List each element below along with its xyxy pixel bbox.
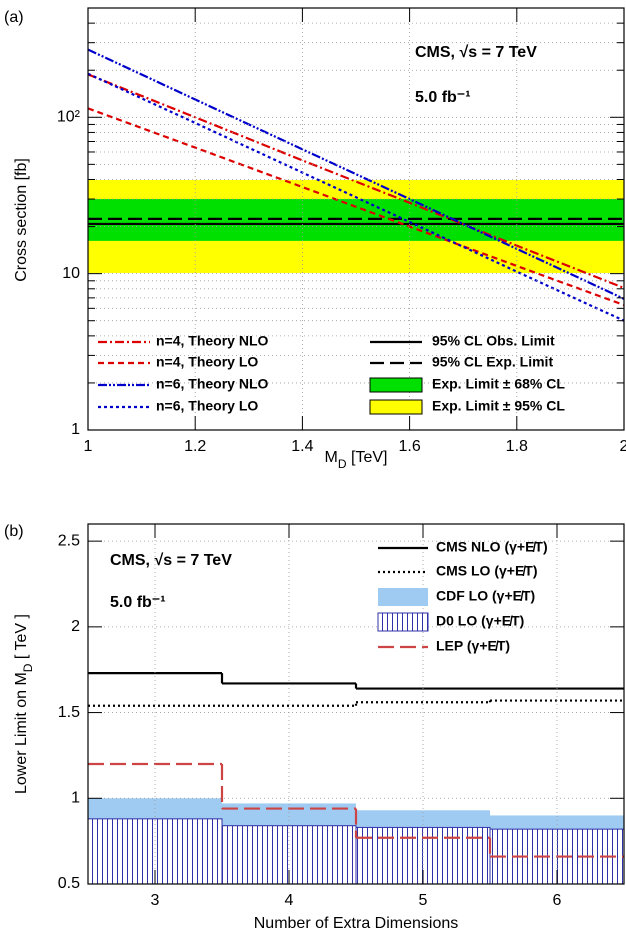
x-tick-label: 1.4 [291, 438, 313, 455]
y-axis-label-part: [ TeV ] [13, 614, 30, 664]
legend-label: CDF LO (γ+E̸T) [436, 588, 535, 604]
annotation: 5.0 fb⁻¹ [415, 89, 471, 106]
theory-curve [88, 72, 624, 322]
plot-frame [87, 523, 625, 885]
y-tick-label: 1 [71, 790, 80, 807]
legend-label: n=4, Theory NLO [156, 333, 269, 349]
x-tick-label: 1.6 [398, 438, 420, 455]
x-tick-label: 3 [151, 892, 160, 909]
legend-label: Exp. Limit ± 95% CL [432, 398, 565, 414]
legend-label: n=6, Theory NLO [156, 376, 269, 392]
y-tick-label: 0.5 [58, 875, 80, 892]
panel-label: (b) [4, 523, 24, 540]
plot-area [88, 48, 624, 322]
y-tick-label: 10 [62, 265, 80, 282]
y-axis-label: Lower Limit on MD [ TeV ] [13, 614, 35, 794]
legend-label: CMS NLO (γ+E̸T) [436, 539, 548, 555]
legend-label: Exp. Limit ± 68% CL [432, 376, 565, 392]
legend-label: n=4, Theory LO [156, 354, 258, 370]
theory-curve [88, 48, 624, 300]
legend-label: LEP (γ+E̸T) [436, 638, 510, 654]
x-tick-label: 1 [84, 438, 93, 455]
y-tick-label: 10² [57, 109, 81, 126]
legend-swatch [378, 588, 428, 606]
x-axis-label-part: D [338, 457, 347, 471]
legend-swatch [369, 377, 423, 393]
annotation: 5.0 fb⁻¹ [110, 594, 166, 611]
panel-label: (a) [4, 9, 24, 26]
plot-frame [87, 7, 625, 431]
annotation: CMS, √s = 7 TeV [415, 44, 537, 61]
theory-curve [88, 73, 624, 289]
x-tick-label: 4 [285, 892, 294, 909]
y-tick-label: 1 [71, 421, 80, 438]
x-axis-label-part: M [325, 449, 338, 466]
legend-swatch [369, 399, 423, 415]
theory-curve [88, 107, 624, 307]
legend-label: 95% CL Obs. Limit [432, 333, 555, 349]
x-tick-label: 2 [620, 438, 626, 455]
y-axis-label-part: Lower Limit on M [13, 672, 30, 794]
legend-swatch [377, 612, 429, 632]
legend-label: D0 LO (γ+E̸T) [436, 613, 524, 629]
legend-label: CMS LO (γ+E̸T) [436, 563, 538, 579]
x-tick-label: 6 [553, 892, 562, 909]
annotation: CMS, √s = 7 TeV [110, 552, 232, 569]
y-tick-label: 2.5 [58, 532, 80, 549]
x-axis-label: Number of Extra Dimensions [254, 915, 459, 932]
x-axis-label-part: [TeV] [347, 449, 388, 466]
x-axis-label: MD [TeV] [325, 449, 388, 471]
y-tick-label: 1.5 [58, 704, 80, 721]
y-tick-label: 2 [71, 618, 80, 635]
legend-label: 95% CL Exp. Limit [432, 354, 553, 370]
x-tick-label: 5 [419, 892, 428, 909]
y-axis-label: Cross section [fb] [13, 158, 30, 282]
x-tick-label: 1.8 [506, 438, 528, 455]
x-tick-label: 1.2 [184, 438, 206, 455]
legend-label: n=6, Theory LO [156, 398, 258, 414]
y-axis-label-part: D [21, 663, 35, 672]
